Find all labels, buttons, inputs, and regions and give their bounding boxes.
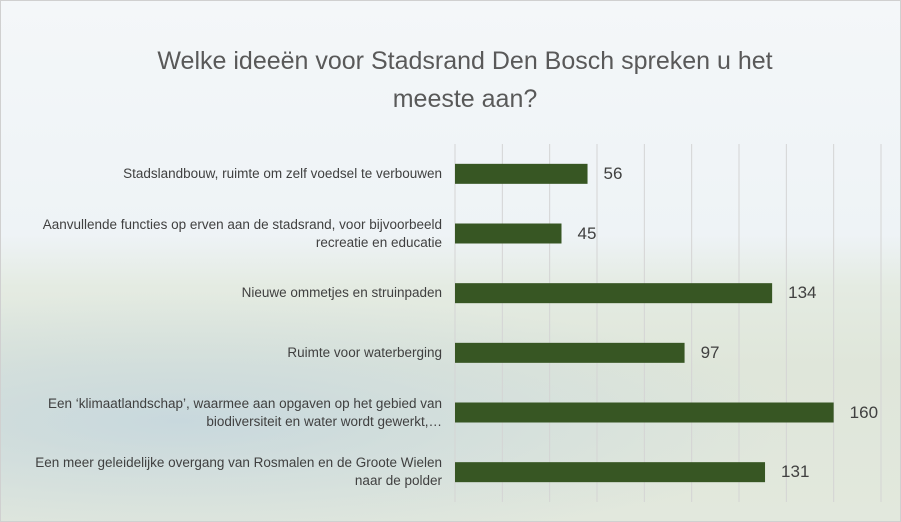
bar <box>455 403 834 423</box>
bar <box>455 164 588 184</box>
chart: Welke ideeën voor Stadsrand Den Bosch sp… <box>0 0 901 522</box>
bar <box>455 224 562 244</box>
data-label: 131 <box>781 462 809 482</box>
data-label: 97 <box>701 343 720 363</box>
bar <box>455 462 765 482</box>
y-tick-label: Een ‘klimaatlandschap’, waarmee aan opga… <box>22 395 442 431</box>
y-tick-label: Een meer geleidelijke overgang van Rosma… <box>22 454 442 490</box>
y-tick-label: Ruimte voor waterberging <box>22 344 442 362</box>
data-label: 45 <box>578 224 597 244</box>
data-label: 160 <box>850 403 878 423</box>
y-tick-label: Nieuwe ommetjes en struinpaden <box>22 284 442 302</box>
bar <box>455 343 685 363</box>
y-tick-label: Aanvullende functies op erven aan de sta… <box>22 216 442 252</box>
data-label: 134 <box>788 283 816 303</box>
bar <box>455 283 772 303</box>
y-tick-label: Stadslandbouw, ruimte om zelf voedsel te… <box>22 165 442 183</box>
chart-title: Welke ideeën voor Stadsrand Den Bosch sp… <box>115 42 815 118</box>
data-label: 56 <box>604 164 623 184</box>
